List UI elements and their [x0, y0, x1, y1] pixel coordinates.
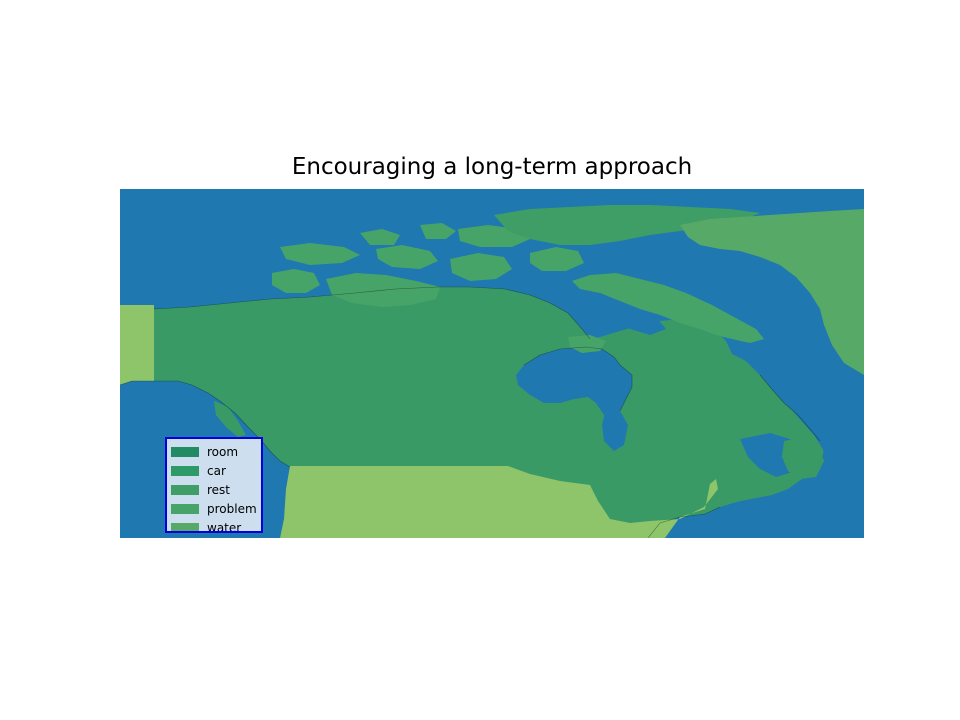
hudson-bay	[516, 347, 632, 419]
legend-label-water: water	[207, 521, 242, 531]
legend-label-problem: problem	[207, 502, 257, 516]
usa-lower48-region	[280, 466, 718, 538]
legend-label-car: car	[207, 464, 226, 478]
ellesmere-island	[494, 205, 760, 245]
island-c	[450, 253, 512, 281]
legend-label-rest: rest	[207, 483, 231, 497]
legend-item-water: water	[171, 521, 261, 531]
foxe-basin	[616, 307, 666, 335]
island-f	[420, 223, 456, 239]
legend-item-rest: rest	[171, 483, 261, 497]
legend-label-room: room	[207, 445, 239, 459]
map-area[interactable]	[120, 189, 864, 538]
banks-island	[272, 269, 320, 293]
vancouver-island	[214, 401, 246, 437]
map-legend: room car rest problem water	[165, 437, 263, 533]
legend-swatch-rest	[171, 485, 199, 495]
legend-swatch-room	[171, 447, 199, 457]
island-a	[280, 243, 360, 265]
coastline	[120, 286, 821, 538]
legend-item-room: room	[171, 445, 261, 459]
legend-swatch-water	[171, 523, 199, 531]
legend-swatch-problem	[171, 504, 199, 514]
map-canvas	[120, 189, 864, 538]
legend-item-car: car	[171, 464, 261, 478]
usa-alaska-region	[120, 305, 154, 385]
island-g	[360, 229, 400, 245]
island-e	[530, 247, 584, 271]
newfoundland	[782, 437, 824, 479]
james-bay	[602, 409, 628, 451]
nova-scotia	[720, 485, 756, 503]
map-title: Encouraging a long-term approach	[291, 154, 693, 180]
legend-item-problem: problem	[171, 502, 261, 516]
baffin-island	[572, 273, 764, 343]
island-b	[376, 245, 438, 269]
legend-swatch-car	[171, 466, 199, 476]
greenland	[680, 209, 864, 375]
labrador-sea	[724, 339, 864, 538]
